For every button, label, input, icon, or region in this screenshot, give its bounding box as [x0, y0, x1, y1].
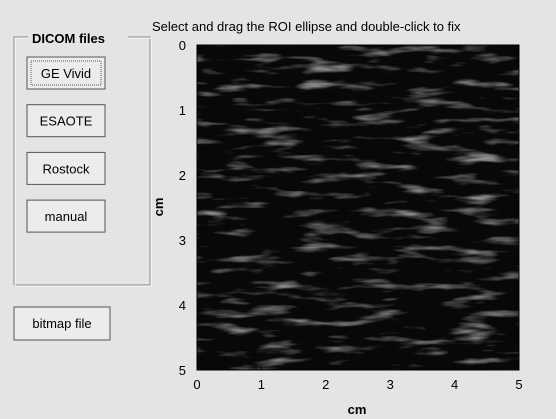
x-tick-label: 1 [258, 377, 265, 392]
y-tick-label: 3 [179, 233, 186, 248]
panel-title-bg [28, 30, 128, 46]
axes-box [196, 44, 520, 371]
x-tick-label: 5 [515, 377, 522, 392]
button-label: manual [45, 209, 88, 224]
ultrasound-image[interactable] [197, 45, 519, 370]
dicom-button[interactable]: GE Vivid [26, 56, 106, 90]
dicom-button[interactable]: ESAOTE [26, 104, 106, 138]
y-tick-label: 4 [179, 298, 186, 313]
x-tick-label: 3 [387, 377, 394, 392]
button-frame [26, 104, 106, 138]
button-frame [26, 199, 106, 233]
button-label: Rostock [43, 161, 90, 176]
focus-outline [30, 60, 102, 86]
y-tick-label: 1 [179, 103, 186, 118]
y-tick-label: 2 [179, 168, 186, 183]
y-tick-label: 0 [179, 38, 186, 53]
button-frame [26, 151, 106, 185]
bitmap-button[interactable]: bitmap file [13, 306, 111, 341]
button-label: bitmap file [32, 316, 91, 331]
x-tick-label: 0 [193, 377, 200, 392]
button-label: ESAOTE [40, 114, 93, 129]
button-frame [13, 306, 111, 341]
dicom-button[interactable]: Rostock [26, 151, 106, 185]
x-axis-label: cm [348, 402, 367, 417]
axes-title: Select and drag the ROI ellipse and doub… [152, 19, 461, 34]
image-speckle [197, 45, 519, 370]
panel-title: DICOM files [32, 31, 105, 46]
dicom-button[interactable]: manual [26, 199, 106, 233]
button-label: GE Vivid [41, 66, 91, 81]
y-tick-label: 5 [179, 363, 186, 378]
x-tick-label: 2 [322, 377, 329, 392]
x-tick-label: 4 [451, 377, 458, 392]
y-axis-label: cm [151, 198, 166, 217]
